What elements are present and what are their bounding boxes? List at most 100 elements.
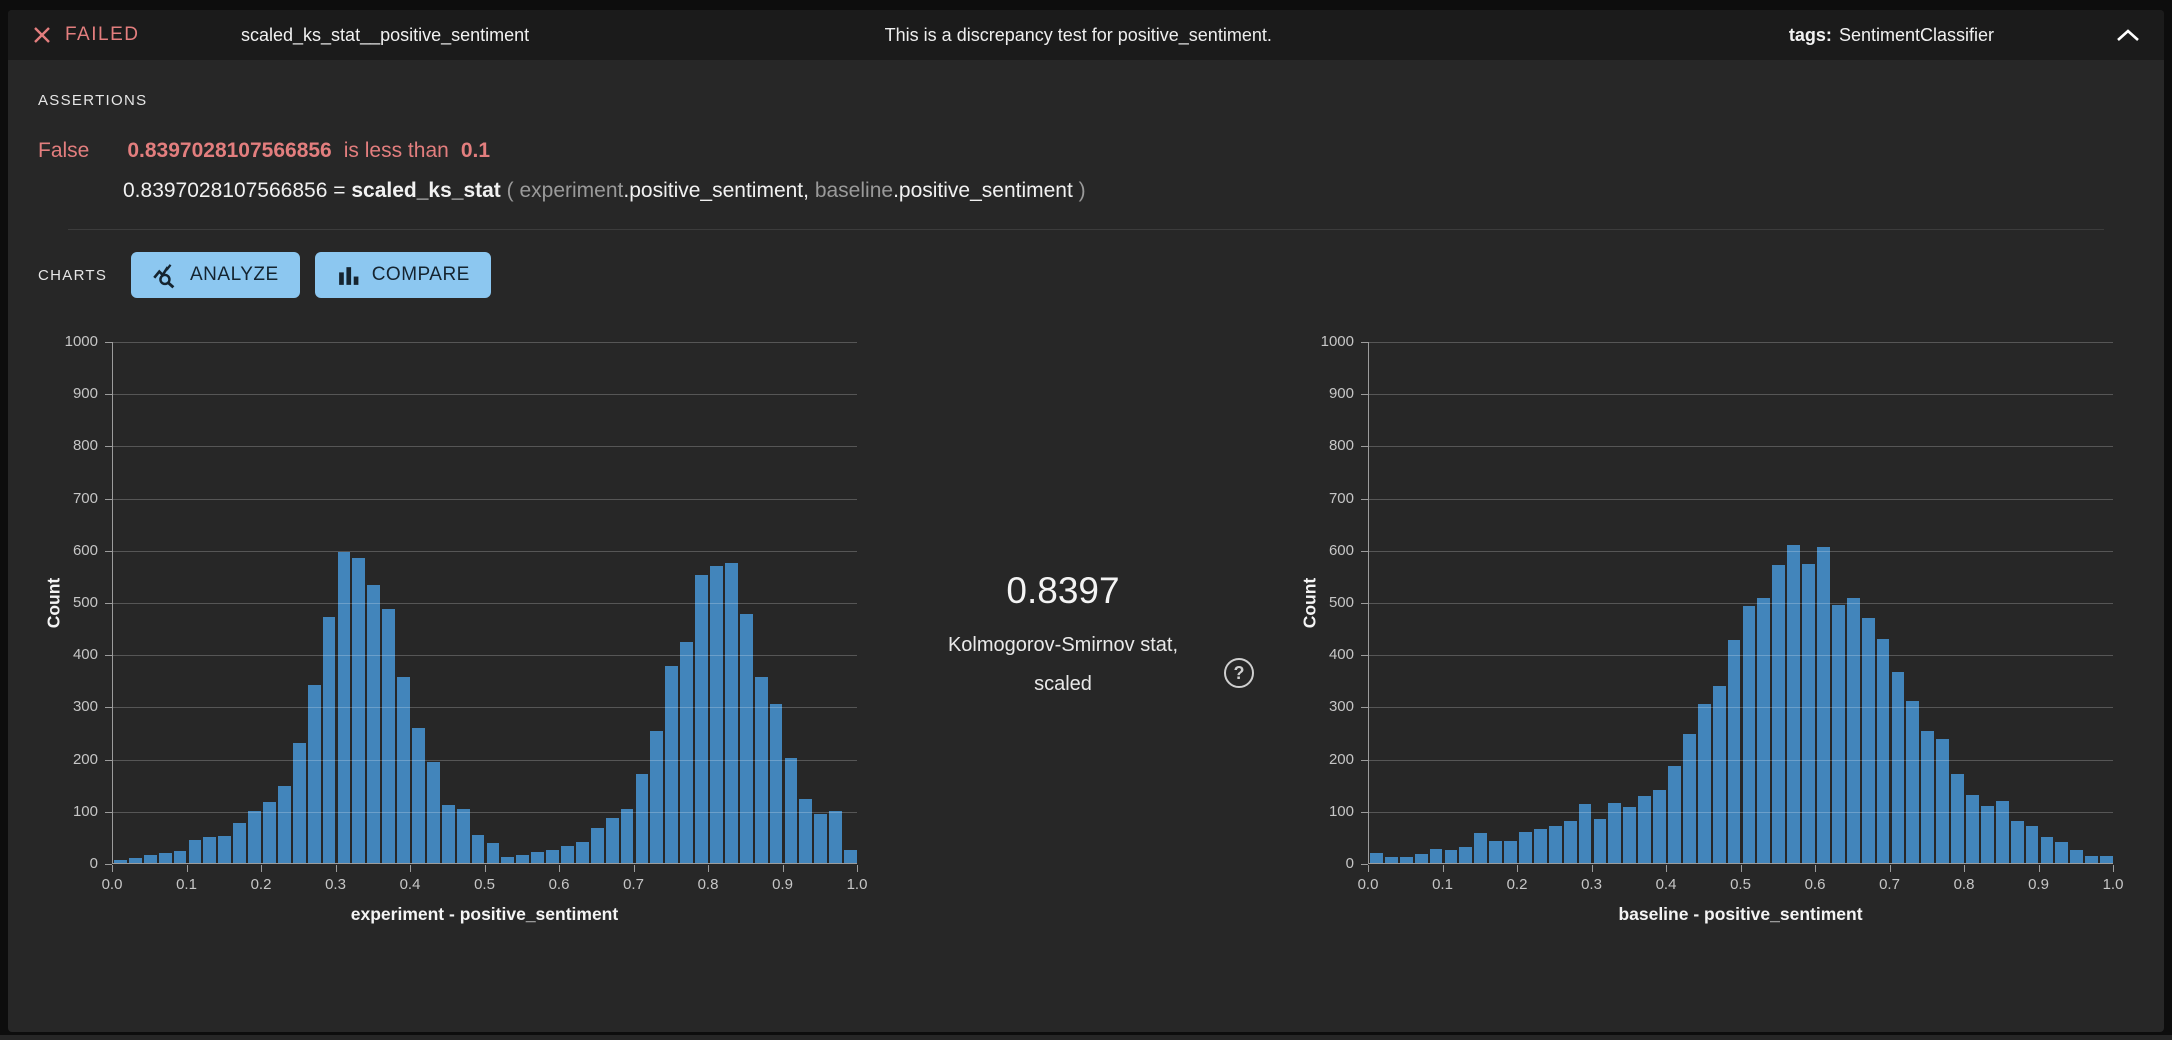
- x-tick-mark: [410, 865, 411, 872]
- histogram-bar: [665, 665, 679, 863]
- histogram-bar: [1697, 703, 1711, 863]
- assertions-heading: ASSERTIONS: [38, 92, 148, 109]
- y-tick-label: 100: [1328, 802, 1354, 820]
- y-tick-mark: [105, 811, 112, 813]
- x-tick-label: 0.8: [1953, 876, 1975, 893]
- x-tick-label: 0.3: [325, 876, 346, 893]
- histogram-bar: [1906, 701, 1920, 863]
- x-tick-mark: [484, 865, 486, 872]
- histogram-bar: [1429, 848, 1443, 863]
- histogram-bar: [1787, 544, 1801, 863]
- x-tick-label: 0.5: [1730, 876, 1751, 893]
- histogram-bar: [635, 774, 649, 863]
- histogram-bar: [844, 850, 857, 863]
- x-tick-mark: [1442, 865, 1444, 872]
- gridline: [113, 446, 857, 448]
- x-tick-label: 0.3: [1581, 876, 1602, 893]
- x-tick-mark: [1889, 865, 1891, 872]
- gridline: [1369, 550, 2113, 552]
- histogram-bar: [784, 757, 798, 863]
- histogram-bar: [2025, 826, 2039, 863]
- histogram-bar: [382, 609, 396, 863]
- compare-bars-icon: [338, 266, 359, 285]
- baseline-histogram: 0 100 200 300 400 500 600 700 800 900 1000 0.0 0.1 0.…: [1294, 332, 2134, 942]
- assertion-result: False: [38, 139, 90, 162]
- gridline: [113, 498, 857, 500]
- help-icon[interactable]: ?: [1224, 658, 1255, 688]
- histogram-bar: [516, 854, 530, 863]
- y-tick-label: 600: [1328, 541, 1354, 559]
- y-tick-mark: [105, 394, 112, 396]
- analyze-button[interactable]: ANALYZE: [131, 252, 300, 298]
- histogram-bar: [1653, 789, 1666, 863]
- x-tick-mark: [1368, 865, 1369, 872]
- histogram-bar: [1876, 638, 1890, 863]
- assertion-comparison: is less than: [343, 139, 449, 162]
- x-tick-mark: [1517, 865, 1518, 872]
- histogram-bar: [188, 840, 202, 863]
- x-tick-mark: [782, 865, 784, 872]
- gridline: [113, 342, 857, 343]
- x-tick-mark: [559, 865, 560, 872]
- histogram-bar: [307, 685, 321, 863]
- x-tick-label: 0.2: [250, 876, 272, 893]
- histogram-bar: [1623, 806, 1637, 863]
- compare-button[interactable]: COMPARE: [314, 252, 491, 298]
- y-tick-label: 100: [72, 802, 98, 820]
- assertion-value: 0.8397028107566856: [127, 139, 332, 162]
- x-tick-mark: [1740, 865, 1742, 872]
- test-result-card: FAILED scaled_ks_stat__positive_sentimen…: [8, 10, 2164, 1032]
- gridline: [113, 394, 857, 396]
- histogram-bar: [590, 827, 604, 863]
- histogram-bar: [1548, 826, 1562, 863]
- y-tick-mark: [1361, 655, 1368, 657]
- histogram-bar: [486, 843, 500, 863]
- expression-arg1-prefix: experiment: [519, 179, 624, 202]
- histogram-bar: [754, 677, 768, 863]
- histogram-bar: [1414, 854, 1428, 863]
- histogram-bar: [680, 642, 694, 863]
- failed-x-icon: [34, 27, 50, 43]
- ks-stat-panel: 0.8397 Kolmogorov-Smirnov stat, scaled ?: [878, 332, 1294, 942]
- experiment-histogram: 0 100 200 300 400 500 600 700 800 900 1000 0.0 0.1 0.…: [38, 332, 878, 942]
- x-tick-label: 0.7: [1879, 876, 1900, 893]
- histogram-bar: [2040, 836, 2054, 863]
- y-tick-label: 1000: [1320, 333, 1354, 350]
- collapse-panel-button[interactable]: [2116, 10, 2140, 60]
- histogram-bar: [263, 801, 276, 863]
- histogram-bar: [426, 761, 440, 863]
- histogram-bar: [292, 742, 306, 863]
- histogram-bar: [218, 835, 232, 863]
- y-tick-label: 800: [1328, 437, 1354, 455]
- histogram-bar: [412, 728, 425, 863]
- gridline: [1369, 759, 2113, 761]
- histogram-bar: [724, 562, 738, 863]
- y-tick-mark: [1361, 603, 1368, 604]
- x-tick-mark: [335, 865, 337, 872]
- chevron-up-icon: [2117, 28, 2139, 41]
- histogram-bar: [2085, 856, 2099, 863]
- histogram-bar: [367, 585, 381, 863]
- tags-label: tags:: [1788, 24, 1832, 45]
- gridline: [1369, 498, 2113, 500]
- y-tick-label: 800: [72, 437, 98, 455]
- gridline: [1369, 394, 2113, 396]
- x-tick-label: 0.6: [1804, 876, 1826, 893]
- histogram-bar: [203, 837, 217, 863]
- histogram-bar: [471, 834, 485, 863]
- next-card-edge: [0, 1035, 2172, 1040]
- status-badge: FAILED: [65, 24, 140, 45]
- gridline: [113, 811, 857, 813]
- x-tick-label: 0.4: [399, 876, 421, 893]
- histogram-bar: [456, 808, 470, 863]
- y-tick-label: 500: [1328, 594, 1354, 611]
- histogram-bar: [829, 811, 843, 863]
- histogram-bar: [143, 855, 157, 863]
- histogram-bar: [1504, 840, 1517, 863]
- y-tick-mark: [1361, 550, 1368, 552]
- histogram-bar: [1370, 852, 1383, 863]
- x-tick-mark: [186, 865, 188, 872]
- ks-stat-caption: Kolmogorov-Smirnov stat, scaled: [948, 626, 1178, 704]
- y-axis-title: Count: [43, 577, 64, 629]
- y-tick-label: 200: [1328, 750, 1354, 768]
